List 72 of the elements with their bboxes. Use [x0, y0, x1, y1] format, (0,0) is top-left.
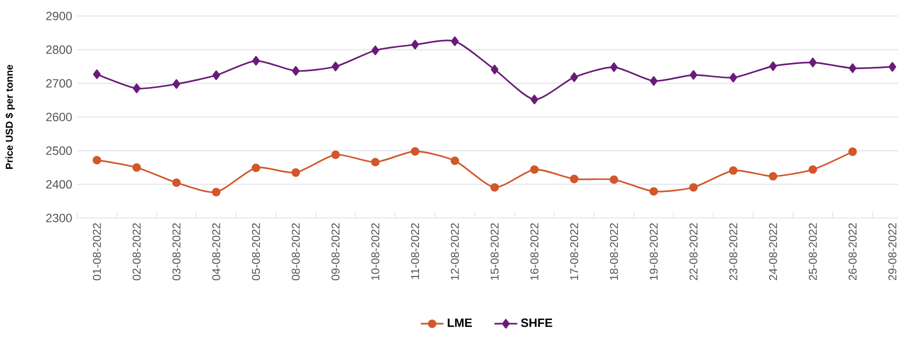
- point: [570, 174, 578, 184]
- x-tick-label: 08-08-2022: [292, 223, 300, 280]
- point: [132, 163, 141, 172]
- x-tick-label: 05-08-2022: [252, 223, 260, 280]
- point: [848, 63, 856, 73]
- x-tick-label: 18-08-2022: [610, 223, 618, 280]
- point: [92, 156, 102, 164]
- x-tick-label: 11-08-2022: [411, 223, 420, 279]
- point: [252, 56, 260, 66]
- point: [769, 61, 777, 71]
- point: [212, 188, 220, 196]
- x-tick-label: 24-08-2022: [769, 223, 778, 280]
- point: [610, 175, 618, 184]
- legend-label: LME: [448, 318, 472, 327]
- point: [332, 62, 340, 72]
- y-tick-label: 2700: [46, 79, 72, 88]
- x-tick-label: 22-08-2022: [689, 223, 698, 280]
- y-tick-label: 2300: [46, 214, 72, 222]
- point: [610, 62, 618, 72]
- x-tick-label: 03-08-2022: [172, 223, 180, 280]
- y-axis-title: Price USD $ per tonne: [5, 64, 15, 169]
- point: [172, 79, 180, 89]
- point: [848, 147, 857, 156]
- point: [451, 36, 459, 46]
- point: [291, 168, 300, 177]
- x-tick-label: 01-08-2022: [92, 223, 101, 280]
- x-tick-label: 19-08-2022: [650, 223, 658, 280]
- x-tick-label: 25-08-2022: [808, 223, 817, 280]
- point: [172, 178, 181, 187]
- point: [768, 172, 778, 181]
- x-tick-label: 29-08-2022: [888, 223, 896, 280]
- x-tick-label: 10-08-2022: [371, 223, 380, 280]
- point: [530, 165, 539, 174]
- point: [371, 158, 380, 166]
- point: [132, 84, 140, 94]
- x-tick-label: 02-08-2022: [132, 223, 141, 280]
- x-tick-label: 23-08-2022: [729, 223, 738, 280]
- point: [808, 165, 818, 174]
- y-tick-label: 2800: [46, 45, 72, 54]
- point: [729, 166, 738, 175]
- y-tick-label: 2600: [46, 112, 72, 122]
- point: [93, 69, 101, 80]
- point: [690, 70, 698, 80]
- y-tick-label: 2900: [46, 12, 72, 20]
- x-tick-label: 26-08-2022: [848, 223, 857, 280]
- y-tick-label: 2400: [46, 180, 72, 189]
- point: [292, 66, 300, 76]
- point: [490, 183, 499, 192]
- point: [570, 72, 578, 82]
- x-tick-label: 12-08-2022: [450, 223, 459, 280]
- point: [411, 40, 419, 50]
- point: [809, 58, 817, 68]
- x-tick-label: 09-08-2022: [332, 223, 340, 280]
- x-tick-label: 04-08-2022: [212, 223, 220, 280]
- x-tick-label: 16-08-2022: [530, 223, 538, 280]
- legend-label: SHFE: [521, 318, 552, 328]
- point: [212, 70, 220, 80]
- point: [252, 164, 260, 172]
- point: [372, 46, 380, 56]
- point: [410, 147, 420, 156]
- x-tick-label: 15-08-2022: [490, 223, 499, 280]
- x-tick-label: 17-08-2022: [570, 223, 578, 280]
- point: [530, 94, 538, 104]
- point: [649, 187, 658, 196]
- point: [331, 150, 340, 159]
- point: [650, 76, 658, 86]
- point: [888, 62, 896, 72]
- point: [490, 64, 498, 74]
- point: [450, 156, 460, 166]
- point: [689, 183, 698, 192]
- y-tick-label: 2500: [46, 146, 72, 155]
- point: [729, 72, 738, 82]
